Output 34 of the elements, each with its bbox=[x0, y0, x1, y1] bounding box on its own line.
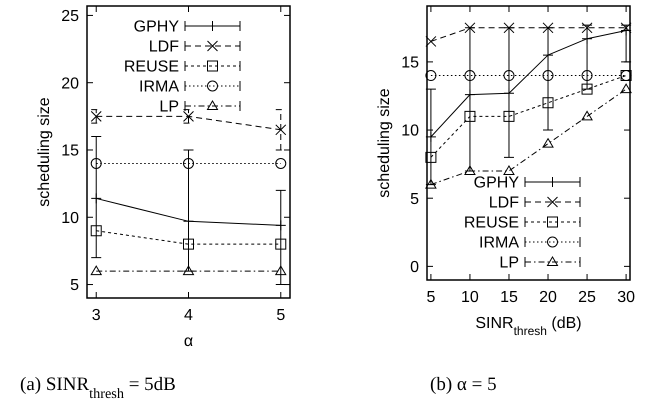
legend-label: LDF bbox=[488, 194, 520, 212]
legend-label: LP bbox=[159, 98, 179, 116]
x-tick-label: 20 bbox=[539, 289, 558, 306]
x-tick-label: 5 bbox=[426, 289, 436, 306]
x-tick-label: 5 bbox=[276, 307, 286, 324]
legend-label: REUSE bbox=[124, 58, 179, 76]
y-tick-label: 5 bbox=[410, 190, 420, 208]
legend-label: IRMA bbox=[139, 78, 180, 96]
legend-label: REUSE bbox=[464, 214, 519, 232]
text: (a) SINR$_{thresh}$ = 5dB bbox=[20, 374, 176, 402]
y-tick-label: 10 bbox=[401, 122, 420, 140]
y-tick-label: 10 bbox=[61, 210, 80, 227]
y-tick-label: 15 bbox=[61, 142, 80, 160]
legend-label: LP bbox=[499, 254, 519, 272]
x-axis-title: SINR$_{thresh}$ (dB) bbox=[475, 315, 582, 338]
x-tick-label: 4 bbox=[184, 307, 194, 324]
legend-label: GPHY bbox=[134, 18, 180, 36]
y-tick-label: 15 bbox=[401, 54, 420, 72]
y-tick-label: 25 bbox=[61, 8, 80, 26]
y-tick-label: 5 bbox=[70, 277, 80, 294]
y-tick-label: 0 bbox=[410, 258, 420, 276]
y-tick-label: 20 bbox=[61, 75, 80, 92]
text: (b) α = 5 bbox=[430, 374, 497, 395]
legend-label: GPHY bbox=[474, 174, 520, 192]
x-tick-label: 10 bbox=[461, 289, 479, 306]
x-tick-label: 30 bbox=[617, 289, 636, 306]
x-axis-title: α bbox=[184, 333, 194, 350]
x-tick-label: 25 bbox=[578, 289, 596, 306]
x-tick-label: 3 bbox=[92, 307, 101, 324]
y-axis-title: scheduling size bbox=[376, 88, 393, 198]
legend-label: LDF bbox=[148, 38, 180, 56]
x-tick-label: 15 bbox=[500, 289, 518, 306]
y-axis-title: scheduling size bbox=[36, 97, 53, 207]
legend-label: IRMA bbox=[479, 234, 520, 252]
